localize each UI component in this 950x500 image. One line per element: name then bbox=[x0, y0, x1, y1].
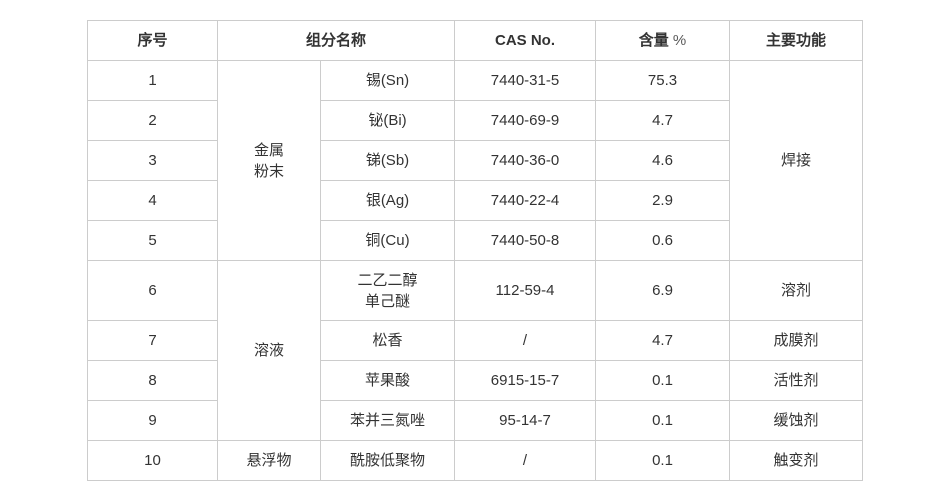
cell-index: 7 bbox=[86, 320, 218, 361]
content-label: 含量 bbox=[638, 32, 669, 49]
cell-component-name: 银(Ag) bbox=[319, 180, 456, 221]
cell-cas: 7440-50-8 bbox=[454, 220, 596, 261]
cell-group-metal-powder: 金属 粉末 bbox=[216, 60, 321, 261]
cell-index: 5 bbox=[86, 220, 218, 261]
col-header-main-function: 主要功能 bbox=[729, 20, 863, 61]
cell-index: 9 bbox=[86, 400, 218, 441]
cell-index: 10 bbox=[86, 440, 218, 481]
cell-component-name: 铋(Bi) bbox=[319, 100, 456, 141]
cell-function: 溶剂 bbox=[729, 260, 863, 321]
cell-content: 4.7 bbox=[595, 100, 730, 141]
cell-cas: 95-14-7 bbox=[454, 400, 596, 441]
cell-content: 75.3 bbox=[595, 60, 730, 101]
col-header-component-name: 组分名称 bbox=[216, 20, 456, 61]
cell-cas: 112-59-4 bbox=[454, 260, 596, 321]
cell-cas: 7440-36-0 bbox=[454, 140, 596, 181]
cell-content: 0.6 bbox=[595, 220, 730, 261]
cell-component-name: 松香 bbox=[319, 320, 456, 361]
col-header-content-percent: 含量 % bbox=[595, 20, 730, 61]
cell-component-name: 锑(Sb) bbox=[319, 140, 456, 181]
cell-function: 成膜剂 bbox=[729, 320, 863, 361]
cell-cas: / bbox=[454, 320, 596, 361]
composition-table: 序号 组分名称 CAS No. 含量 % 主要功能 1 金属 粉末 锡(Sn) … bbox=[86, 20, 863, 481]
cell-cas: 7440-69-9 bbox=[454, 100, 596, 141]
cell-function: 活性剂 bbox=[729, 360, 863, 401]
cell-component-name: 酰胺低聚物 bbox=[319, 440, 456, 481]
header-row: 序号 组分名称 CAS No. 含量 % 主要功能 bbox=[86, 20, 863, 61]
table-row: 4 银(Ag) 7440-22-4 2.9 bbox=[86, 180, 862, 221]
table-row: 5 铜(Cu) 7440-50-8 0.6 bbox=[86, 220, 862, 261]
percent-unit: % bbox=[672, 32, 687, 49]
table-row: 6 溶液 二乙二醇 单己醚 112-59-4 6.9 溶剂 bbox=[86, 260, 863, 441]
cell-component-name: 二乙二醇 单己醚 bbox=[319, 260, 456, 321]
cell-index: 1 bbox=[86, 60, 218, 101]
cell-index: 2 bbox=[86, 100, 218, 141]
cell-component-name: 苯并三氮唑 bbox=[319, 400, 456, 441]
cell-group-solution: 溶液 bbox=[216, 260, 321, 441]
col-header-cas-no: CAS No. bbox=[454, 20, 596, 61]
cell-function: 缓蚀剂 bbox=[729, 400, 863, 441]
cell-cas: 7440-22-4 bbox=[454, 180, 596, 221]
cell-cas: / bbox=[454, 440, 596, 481]
cell-content: 0.1 bbox=[595, 440, 730, 481]
cell-content: 2.9 bbox=[595, 180, 730, 221]
cell-index: 4 bbox=[86, 180, 218, 221]
cell-function-welding: 焊接 bbox=[729, 60, 863, 261]
cell-index: 3 bbox=[86, 140, 218, 181]
table-row: 9 苯并三氮唑 95-14-7 0.1 缓蚀剂 bbox=[86, 400, 863, 441]
cell-content: 4.6 bbox=[595, 140, 730, 181]
cell-function: 触变剂 bbox=[729, 440, 863, 481]
cell-cas: 6915-15-7 bbox=[454, 360, 596, 401]
cell-content: 0.1 bbox=[595, 360, 730, 401]
cell-component-name: 苹果酸 bbox=[319, 360, 456, 401]
cell-content: 4.7 bbox=[595, 320, 730, 361]
cell-content: 0.1 bbox=[595, 400, 730, 441]
table-row: 7 松香 / 4.7 成膜剂 bbox=[86, 320, 863, 361]
table-row: 3 锑(Sb) 7440-36-0 4.6 bbox=[86, 140, 862, 181]
cell-component-name: 锡(Sn) bbox=[319, 60, 456, 101]
table-row: 8 苹果酸 6915-15-7 0.1 活性剂 bbox=[86, 360, 863, 401]
col-header-index: 序号 bbox=[86, 20, 218, 61]
cell-content: 6.9 bbox=[595, 260, 730, 321]
cell-index: 6 bbox=[86, 260, 218, 321]
cell-group-suspension: 悬浮物 bbox=[216, 440, 321, 481]
table-row: 10 悬浮物 酰胺低聚物 / 0.1 触变剂 bbox=[86, 440, 863, 481]
cell-index: 8 bbox=[86, 360, 218, 401]
cell-cas: 7440-31-5 bbox=[454, 60, 596, 101]
table-row: 1 金属 粉末 锡(Sn) 7440-31-5 75.3 焊接 bbox=[86, 60, 863, 261]
cell-component-name: 铜(Cu) bbox=[319, 220, 456, 261]
